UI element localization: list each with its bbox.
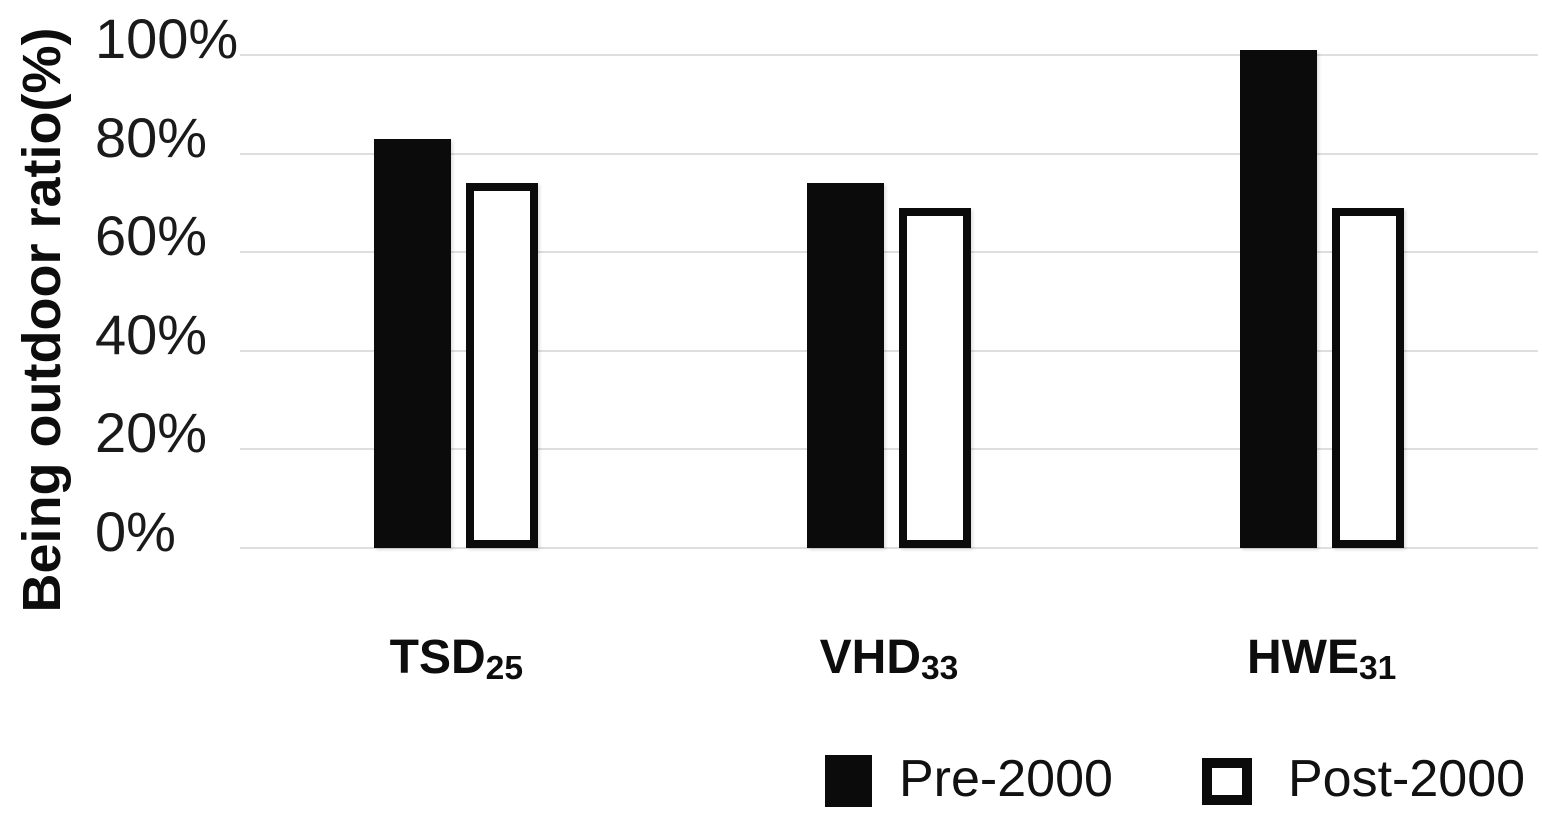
gridline-0% [240, 547, 1538, 549]
category-label-hwe31: HWE31 [1172, 626, 1472, 690]
category-label-subscript: 33 [920, 650, 959, 688]
gridline-20% [240, 448, 1538, 451]
y-tick-label: 40% [95, 302, 208, 366]
gridline-100% [240, 54, 1538, 56]
legend-label-post-2000: Post-2000 [1288, 750, 1526, 808]
bar-pre-2000-vhd33 [807, 183, 884, 548]
category-label-text: VHD [819, 631, 921, 684]
y-tick-label: 60% [95, 204, 208, 268]
bar-post-2000-vhd33 [899, 207, 971, 548]
y-tick-label: 100% [95, 7, 239, 70]
bar-pre-2000-tsd25 [374, 138, 452, 548]
category-label-subscript: 31 [1358, 650, 1397, 688]
bar-post-2000-tsd25 [466, 183, 539, 548]
legend-swatch-post-2000-icon [1202, 758, 1252, 805]
bar-pre-2000-hwe31 [1239, 50, 1317, 548]
gridline-80% [240, 152, 1538, 155]
y-tick-label: 0% [95, 500, 176, 563]
category-label-vhd33: VHD33 [739, 626, 1039, 690]
category-label-text: HWE [1246, 631, 1359, 684]
y-tick-label: 80% [95, 105, 208, 169]
bar-post-2000-hwe31 [1331, 207, 1404, 548]
category-label-text: TSD [389, 631, 486, 684]
gridline-40% [240, 349, 1538, 352]
gridline-60% [240, 251, 1538, 254]
y-tick-label: 20% [95, 401, 208, 465]
category-label-tsd25: TSD25 [306, 626, 606, 690]
category-label-subscript: 25 [485, 650, 523, 688]
legend-swatch-pre-2000-icon [825, 755, 872, 807]
legend-label-pre-2000: Pre-2000 [899, 750, 1113, 808]
y-axis-title: Being outdoor ratio(%) [12, 27, 72, 613]
